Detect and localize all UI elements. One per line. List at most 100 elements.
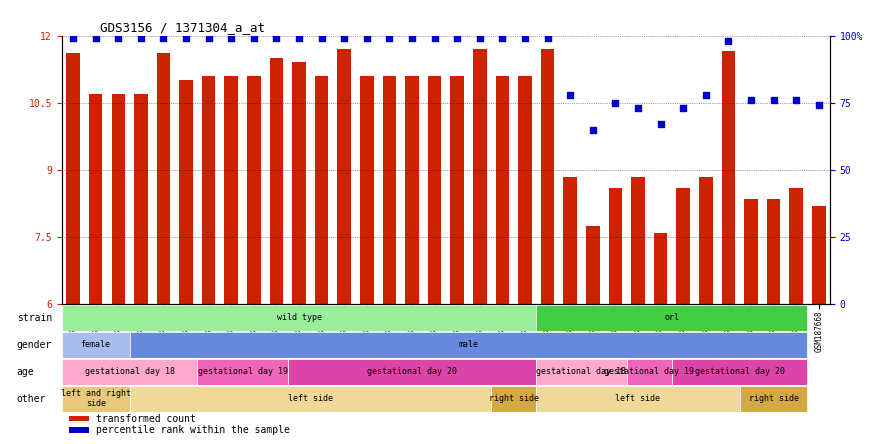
- Bar: [111, 94, 125, 305]
- Bar: [676, 188, 690, 305]
- Bar: [450, 76, 464, 305]
- FancyBboxPatch shape: [198, 359, 288, 385]
- Bar: [269, 58, 283, 305]
- Text: orl: orl: [664, 313, 679, 322]
- Bar: [292, 63, 306, 305]
- Point: [382, 35, 396, 42]
- Bar: [179, 80, 192, 305]
- Text: gestational day 18: gestational day 18: [85, 367, 175, 376]
- Text: left side: left side: [615, 394, 660, 403]
- Bar: [337, 49, 351, 305]
- Bar: [89, 94, 102, 305]
- Bar: [540, 49, 555, 305]
- Text: male: male: [458, 340, 479, 349]
- Point: [201, 35, 215, 42]
- Bar: [586, 226, 600, 305]
- Bar: [70, 416, 88, 421]
- Text: left and right
side: left and right side: [61, 389, 131, 408]
- Text: right side: right side: [749, 394, 798, 403]
- Point: [743, 96, 758, 103]
- Point: [766, 96, 781, 103]
- Point: [540, 35, 555, 42]
- Text: left side: left side: [288, 394, 333, 403]
- FancyBboxPatch shape: [130, 386, 491, 412]
- Bar: [495, 76, 509, 305]
- Point: [563, 91, 577, 98]
- Point: [337, 35, 351, 42]
- Bar: [428, 76, 442, 305]
- Bar: [789, 188, 803, 305]
- Point: [359, 35, 374, 42]
- Point: [585, 126, 600, 133]
- Point: [676, 105, 691, 112]
- Text: gestational day 18: gestational day 18: [537, 367, 626, 376]
- Text: gestational day 19: gestational day 19: [198, 367, 288, 376]
- Text: female: female: [80, 340, 110, 349]
- Bar: [766, 199, 781, 305]
- Text: right side: right side: [488, 394, 539, 403]
- Point: [653, 121, 668, 128]
- Point: [789, 96, 804, 103]
- Bar: [653, 233, 668, 305]
- Point: [179, 35, 193, 42]
- Point: [608, 99, 623, 106]
- Point: [314, 35, 328, 42]
- Point: [698, 91, 713, 98]
- Point: [156, 35, 170, 42]
- FancyBboxPatch shape: [536, 386, 740, 412]
- Point: [66, 35, 80, 42]
- FancyBboxPatch shape: [672, 359, 807, 385]
- Bar: [744, 199, 758, 305]
- Bar: [315, 76, 328, 305]
- FancyBboxPatch shape: [62, 305, 536, 331]
- Bar: [202, 76, 215, 305]
- Point: [292, 35, 306, 42]
- Point: [811, 102, 826, 109]
- Point: [472, 35, 487, 42]
- Text: gestational day 20: gestational day 20: [695, 367, 785, 376]
- Text: transformed count: transformed count: [96, 413, 196, 424]
- Bar: [70, 427, 88, 433]
- Bar: [563, 177, 577, 305]
- Bar: [247, 76, 260, 305]
- Point: [269, 35, 283, 42]
- Bar: [721, 51, 736, 305]
- Point: [111, 35, 125, 42]
- Text: wild type: wild type: [276, 313, 321, 322]
- Text: gestational day 19: gestational day 19: [604, 367, 694, 376]
- FancyBboxPatch shape: [740, 386, 807, 412]
- FancyBboxPatch shape: [62, 386, 130, 412]
- Bar: [608, 188, 623, 305]
- Point: [518, 35, 532, 42]
- Point: [630, 105, 645, 112]
- Bar: [405, 76, 419, 305]
- Bar: [812, 206, 826, 305]
- Bar: [224, 76, 238, 305]
- Bar: [382, 76, 396, 305]
- FancyBboxPatch shape: [536, 305, 807, 331]
- Point: [224, 35, 238, 42]
- FancyBboxPatch shape: [627, 359, 672, 385]
- FancyBboxPatch shape: [536, 359, 627, 385]
- Point: [405, 35, 419, 42]
- Point: [721, 37, 736, 44]
- Point: [246, 35, 261, 42]
- Text: GDS3156 / 1371304_a_at: GDS3156 / 1371304_a_at: [101, 21, 265, 34]
- Point: [88, 35, 102, 42]
- Text: strain: strain: [17, 313, 52, 323]
- Bar: [360, 76, 374, 305]
- FancyBboxPatch shape: [288, 359, 536, 385]
- Text: other: other: [17, 394, 46, 404]
- FancyBboxPatch shape: [491, 386, 536, 412]
- Point: [495, 35, 509, 42]
- Point: [134, 35, 148, 42]
- Bar: [631, 177, 645, 305]
- Bar: [473, 49, 487, 305]
- Point: [427, 35, 442, 42]
- FancyBboxPatch shape: [130, 332, 807, 358]
- FancyBboxPatch shape: [62, 359, 198, 385]
- FancyBboxPatch shape: [62, 332, 130, 358]
- Text: gestational day 20: gestational day 20: [367, 367, 457, 376]
- Text: percentile rank within the sample: percentile rank within the sample: [96, 425, 291, 435]
- Text: age: age: [17, 367, 34, 377]
